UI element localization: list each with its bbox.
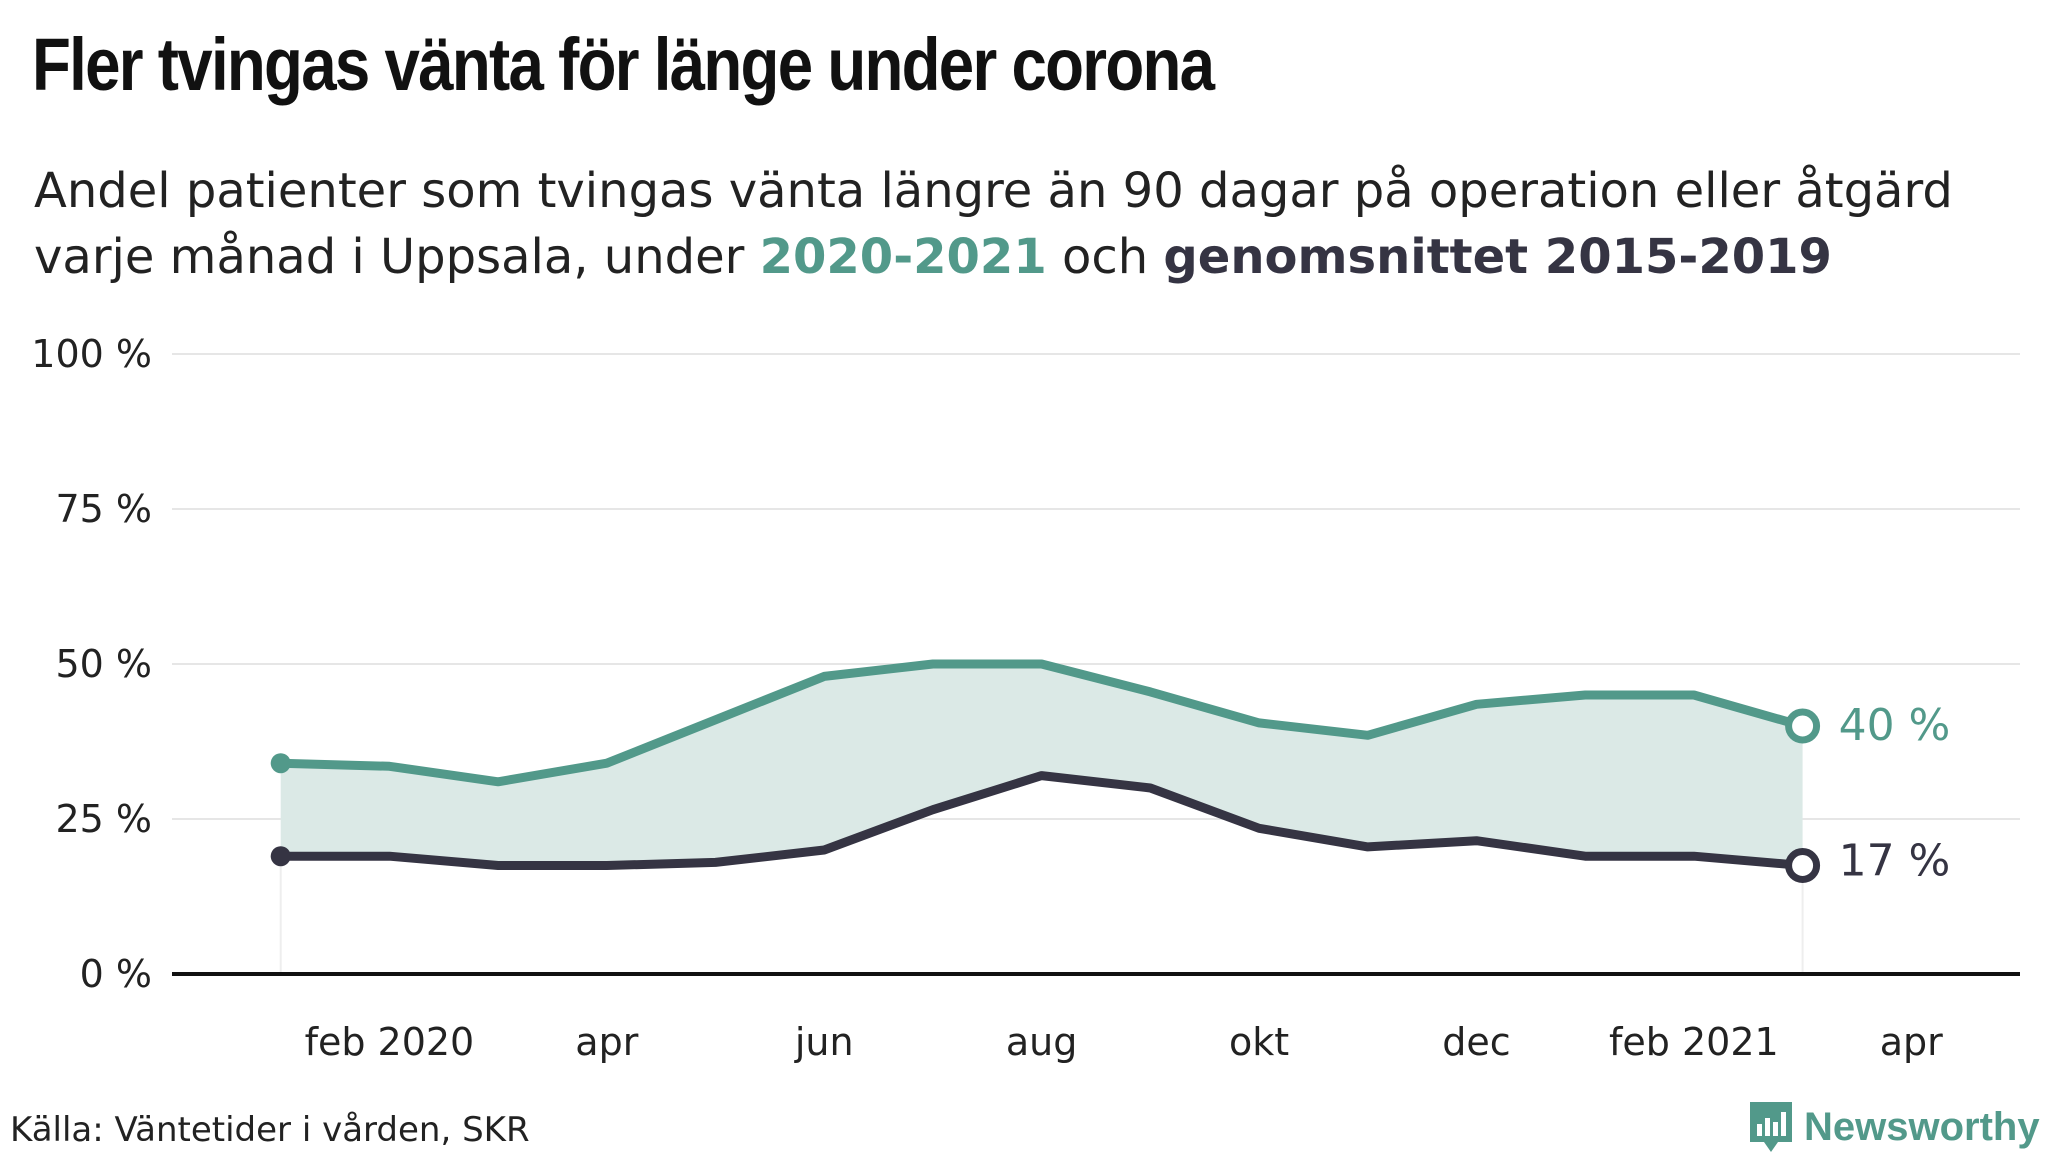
- line-chart: 0 % 25 % 50 % 75 % 100 % 40 % 17 % feb 2020 apr j…: [31, 332, 2020, 1064]
- x-tick-label: apr: [575, 1020, 638, 1064]
- x-tick-label: okt: [1229, 1020, 1289, 1064]
- y-tick-label: 75 %: [55, 487, 152, 531]
- series-line-current: [276, 659, 1808, 787]
- difference-band: [280, 664, 1803, 866]
- subtitle-text-part2: och: [1046, 229, 1164, 285]
- y-tick-label: 25 %: [55, 797, 152, 841]
- series-end-label-current: 40 %: [1839, 700, 1951, 751]
- y-tick-label: 50 %: [55, 642, 152, 686]
- chart-subtitle: Andel patienter som tvingas vänta längre…: [34, 158, 2044, 290]
- x-tick-label: aug: [1006, 1020, 1078, 1064]
- chart-title: Fler tvingas vänta för länge under coron…: [32, 23, 1215, 106]
- series-start-point-current: [270, 753, 291, 774]
- x-tick-label: dec: [1442, 1020, 1510, 1064]
- subtitle-highlight-average: genomsnittet 2015-2019: [1163, 229, 1832, 285]
- subtitle-text-part1: Andel patienter som tvingas vänta längre…: [34, 163, 1953, 285]
- x-tick-label: apr: [1880, 1020, 1943, 1064]
- series-end-point-average: [1785, 848, 1821, 883]
- subtitle-highlight-current: 2020-2021: [759, 229, 1047, 285]
- brand-name: Newsworthy: [1804, 1104, 2040, 1149]
- series-start-point-average: [270, 846, 291, 867]
- source-note: Källa: Väntetider i vården, SKR: [10, 1110, 530, 1150]
- x-tick-label: jun: [794, 1020, 854, 1064]
- series-end-label-average: 17 %: [1839, 836, 1951, 887]
- series-end-point-current: [1785, 708, 1821, 744]
- x-tick-label: feb 2020: [305, 1020, 475, 1064]
- bar-chart-logo-icon: [1750, 1102, 1792, 1152]
- brand: Newsworthy: [1748, 1100, 2040, 1154]
- y-tick-label: 100 %: [31, 332, 152, 376]
- x-tick-label: feb 2021: [1609, 1020, 1779, 1064]
- y-tick-label: 0 %: [80, 952, 152, 996]
- series-line-average: [276, 771, 1808, 870]
